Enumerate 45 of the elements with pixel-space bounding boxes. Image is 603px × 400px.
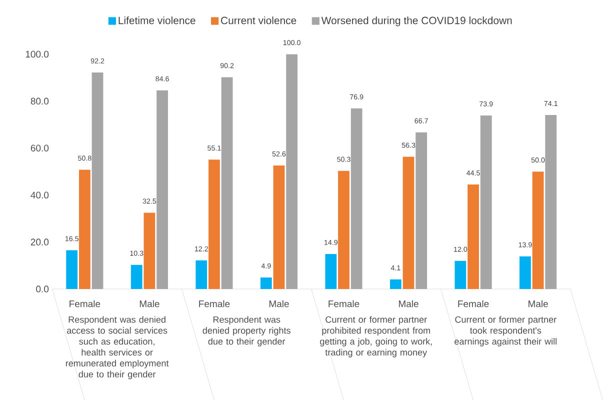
y-tick-label: 40.0 [30, 192, 49, 198]
bar [390, 279, 402, 289]
bar [208, 159, 220, 289]
text: Respondent was denied access to social services such as education, health services or remunerated employment due to their gender [66, 316, 169, 379]
x-tick-label: Male [528, 300, 548, 307]
bar [66, 250, 78, 289]
bar [92, 72, 104, 289]
bar [130, 264, 142, 289]
bar [350, 108, 362, 289]
y-tick-label: 20.0 [30, 238, 49, 246]
x-tick-label: Male [140, 300, 160, 307]
y-tick-label: 80.0 [30, 98, 49, 104]
legend-label: Current violence [221, 16, 296, 24]
bar [468, 184, 479, 289]
y-tick-label: 100.0 [26, 50, 49, 58]
bar [286, 54, 298, 289]
bar [532, 171, 544, 289]
bar [325, 254, 337, 289]
bar [144, 212, 156, 289]
bar [78, 170, 90, 289]
text: Respondent was denied property rights due to their gender [202, 316, 290, 346]
bar [338, 170, 350, 289]
bar [480, 115, 492, 289]
x-tick-label: Female [199, 300, 230, 307]
bar [520, 256, 531, 289]
legend-label: Lifetime violence [118, 16, 196, 24]
bar [196, 260, 208, 289]
x-tick-label: Female [328, 300, 360, 307]
bar [454, 260, 466, 289]
y-tick-label: 60.0 [30, 144, 49, 152]
x-tick-label: Female [70, 300, 100, 307]
bar [416, 132, 428, 289]
bar [273, 165, 285, 289]
bar [156, 90, 168, 289]
text: Current or former partner prohibited respondent from getting a job, going to work, trading or earning money [320, 316, 432, 358]
x-tick-label: Female [458, 300, 489, 307]
legend-label: Worsened during the COVID19 lockdown [321, 16, 512, 26]
x-tick-label: Male [398, 300, 418, 307]
bar [221, 76, 233, 289]
text: Current or former partner took respondent's earnings against their will [454, 316, 556, 346]
y-tick-label: 0.0 [36, 285, 49, 292]
bar [260, 277, 272, 289]
x-tick-label: Male [269, 300, 289, 307]
bar [402, 156, 414, 289]
bar [545, 114, 557, 289]
